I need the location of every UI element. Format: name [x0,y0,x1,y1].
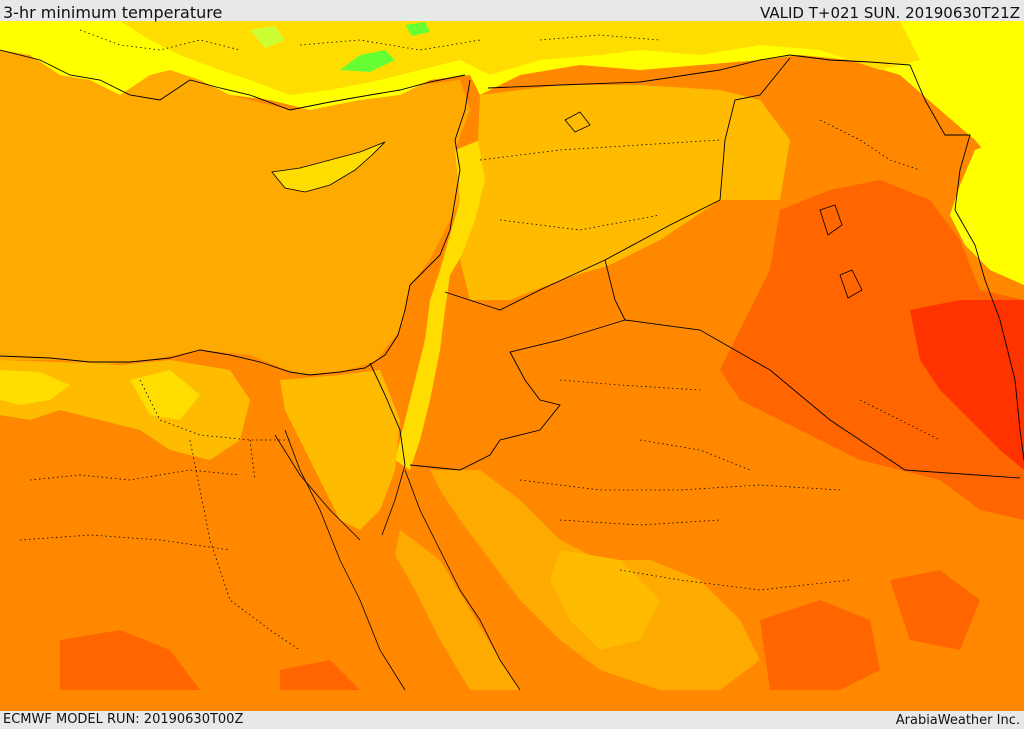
gulf-of-suez [274,434,361,541]
red-sea-coast-east [404,469,521,691]
map-title: 3-hr minimum temperature [3,3,223,22]
temperature-map[interactable] [0,21,1024,711]
iraq-hottest-area [910,300,1024,470]
iraq-saudi-border [624,319,1021,479]
jordan-syria-border [444,259,606,311]
gulf-of-aqaba [381,464,406,536]
map-header: 3-hr minimum temperature VALID T+021 SUN… [0,0,1024,22]
red-sea-coast-west [284,429,406,691]
syria-warm-area [460,85,790,300]
credit-label: ArabiaWeather Inc. [895,713,1020,728]
south-hot-patch-3 [760,600,880,690]
egypt-israel-border [369,362,406,466]
cool-spot-green-2 [405,22,430,36]
model-run-label: ECMWF MODEL RUN: 20190630T00Z [3,712,244,727]
sinai-area [280,370,400,530]
iraq-iran-border [909,64,1024,461]
jordan-iraq-saudi-border [409,319,626,471]
cool-spot-lightgreen [250,26,285,48]
lake-van [564,111,591,133]
south-hot-patch-1 [60,630,200,690]
cyprus-island [271,141,386,193]
lake-tharthar [819,204,843,236]
turkey-coastline [0,49,466,111]
iraq-syria-border [604,57,791,321]
saudi-belt-light [550,550,660,650]
levant-strip [395,140,490,470]
east-cool-band [950,140,1024,285]
north-gold-band [120,21,920,95]
lake-habbaniyah [839,269,863,299]
valid-time-label: VALID T+021 SUN. 20190630T21Z [760,4,1020,22]
egypt-coast-yellow-2 [130,370,200,420]
map-footer: ECMWF MODEL RUN: 20190630T00Z ArabiaWeat… [0,711,1024,729]
red-sea-light [395,530,520,690]
iraq-hot-area [720,180,1024,520]
levant-coastline [0,79,471,376]
cool-spot-green-1 [340,50,395,72]
egypt-coast-yellow [0,370,70,405]
south-hot-patch-4 [890,570,980,650]
sea-field [0,40,470,375]
south-hot-patch-2 [280,660,360,690]
syria-turkey-border [487,54,911,89]
admin-boundaries [19,29,941,651]
